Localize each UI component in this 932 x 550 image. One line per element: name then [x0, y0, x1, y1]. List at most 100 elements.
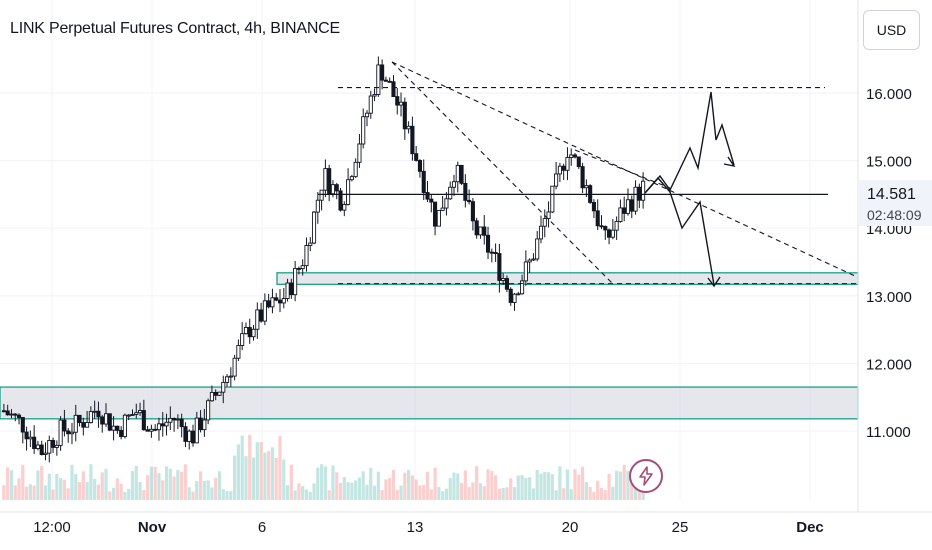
volume-bar — [365, 484, 369, 500]
currency-button[interactable]: USD — [863, 10, 920, 50]
volume-bar — [316, 467, 320, 500]
volume-bar — [96, 484, 101, 500]
x-tick-labels: 12:00 Nov 6 13 20 25 Dec — [33, 519, 824, 536]
candle-body — [73, 414, 78, 433]
volume-bar — [452, 472, 456, 500]
lightning-icon[interactable] — [629, 459, 663, 493]
volume-bar — [259, 442, 263, 500]
candle-body — [459, 164, 464, 184]
candle-body — [380, 64, 385, 81]
volume-bar — [418, 485, 422, 500]
volume-bar — [569, 489, 573, 500]
volume-bar — [248, 434, 252, 500]
candle-body — [576, 156, 581, 168]
volume-bar — [59, 478, 63, 500]
candle-body — [641, 180, 646, 201]
candle-body — [436, 209, 441, 227]
candle-body — [251, 328, 256, 338]
candle-body — [433, 201, 438, 227]
volume-bar — [191, 491, 195, 500]
volume-bar — [456, 473, 460, 500]
volume-bar — [372, 485, 377, 500]
axes — [0, 0, 932, 513]
candle-body — [232, 357, 237, 377]
candle-body — [327, 168, 332, 195]
candle-body — [88, 411, 93, 424]
volume-bar — [146, 475, 150, 500]
candle-body — [164, 421, 169, 427]
volume-bar — [21, 464, 25, 500]
volume-bar — [32, 485, 36, 500]
volume-bar — [70, 464, 74, 500]
candle-body — [538, 225, 544, 240]
candle-body — [504, 278, 509, 290]
volume-bar — [403, 472, 407, 500]
trendline-steep — [391, 61, 613, 284]
candle-body — [156, 423, 162, 431]
volume-bar — [323, 466, 327, 500]
candle-body — [361, 116, 366, 145]
candle-body — [296, 267, 301, 270]
volume-bar — [100, 472, 104, 500]
volume-bar — [467, 487, 471, 500]
candle-body — [285, 282, 290, 299]
bar-countdown: 02:48:09 — [867, 207, 922, 223]
candle-body — [368, 95, 373, 114]
volume-bar — [142, 490, 146, 500]
volume-bar — [577, 474, 581, 500]
candles — [1, 56, 646, 463]
candle-body — [406, 125, 411, 130]
candle-body — [62, 419, 67, 432]
candle-body — [179, 418, 184, 428]
candle-body — [107, 413, 112, 431]
volume-bar — [357, 477, 362, 500]
candle-body — [126, 414, 131, 417]
volume-bar — [535, 469, 539, 500]
candle-body — [603, 226, 608, 231]
volume-bar — [437, 486, 441, 500]
volume-bar — [119, 483, 123, 500]
volume-bar — [444, 488, 449, 500]
candle-body — [217, 391, 222, 396]
volume-bar — [111, 487, 116, 500]
volume-bar — [270, 447, 275, 500]
x-tick-label: 6 — [258, 519, 266, 536]
volume-bar — [108, 491, 112, 500]
candle-body — [610, 229, 615, 238]
candle-body — [194, 417, 199, 444]
volume-bar — [206, 480, 210, 500]
volume-bar — [369, 467, 373, 500]
volume-bar — [66, 488, 70, 500]
drawings — [318, 61, 858, 288]
candle-body — [565, 157, 570, 171]
volume-bar — [13, 485, 17, 500]
volume-bar — [376, 471, 380, 500]
volume-bar — [425, 471, 430, 500]
volume-bar — [562, 488, 566, 500]
candle-body — [39, 444, 44, 455]
volume-bars — [2, 434, 645, 500]
candle-body — [300, 265, 305, 270]
volume-bar — [28, 484, 32, 500]
candle-body — [213, 391, 218, 396]
volume-bar — [217, 471, 222, 500]
volume-bar — [74, 474, 78, 500]
volume-bar — [297, 483, 301, 500]
candle-body — [35, 444, 40, 449]
volume-bar — [24, 486, 29, 500]
volume-bar — [327, 490, 331, 500]
volume-bar — [77, 481, 82, 500]
volume-bar — [9, 470, 14, 500]
y-tick-label: 16.000 — [866, 86, 912, 103]
candle-body — [550, 185, 555, 213]
candle-body — [32, 436, 37, 449]
volume-bar — [168, 468, 172, 500]
volume-bar — [164, 466, 169, 500]
lightning-glyph — [639, 466, 653, 486]
candle-body — [591, 202, 596, 212]
volume-bar — [520, 475, 524, 500]
volume-bar — [350, 482, 354, 500]
y-tick-label: 11.000 — [866, 424, 911, 441]
